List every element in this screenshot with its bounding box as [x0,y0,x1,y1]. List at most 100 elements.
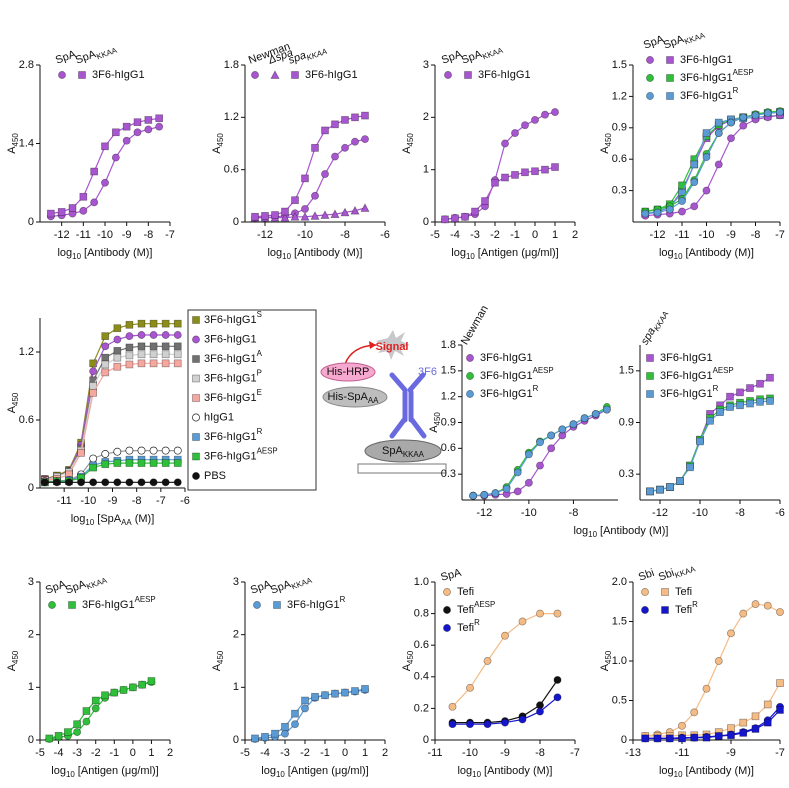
y-tick-label: 0 [233,216,239,228]
y-tick-label: 0 [28,734,34,746]
legend-header: Newman [459,303,491,347]
marker-circle [776,608,784,616]
marker-circle [448,720,457,729]
marker-square [161,459,170,467]
marker-square [726,403,734,411]
x-tick-label: -8 [735,507,745,519]
marker-square [756,379,764,388]
label-part: 3F6-hIgG1 [287,599,340,611]
x-tick-label: -10 [699,229,715,241]
label-part: 10 [588,530,597,539]
y-tick-label: 1.0 [612,655,627,667]
y-axis-label: A450 [211,133,225,154]
label-part: A [211,663,223,671]
marker-square [739,729,748,737]
marker-circle [251,71,259,79]
marker-square [351,113,359,122]
marker-square [161,319,170,328]
marker-triangle [350,205,360,215]
marker-circle [281,729,289,738]
x-tick-label: -4 [450,229,460,241]
marker-circle [40,478,49,487]
legend-label: 3F6-hIgG1AESP [480,366,554,382]
label-part: R [692,600,698,609]
marker-circle [513,487,522,496]
label-part: Tefi [675,604,692,616]
marker-circle [101,450,110,458]
marker-square [173,350,182,359]
marker-square [281,207,289,216]
marker-square [756,397,764,406]
marker-square [666,483,674,491]
marker-square [113,347,122,355]
label-part: A [428,425,440,433]
label-part: AESP [533,366,554,375]
marker-circle [133,128,142,137]
marker-circle [466,354,474,362]
x-tick-label: -9 [500,747,510,759]
label-part: [Antibody (M)] [291,247,363,259]
marker-circle [90,198,99,207]
label-part: [Antibody (M)] [682,247,754,259]
signal-label: Signal [375,341,408,353]
legend-label: 3F6-hIgG1P [204,369,262,385]
label-part: A [211,146,223,154]
y-tick-label: 0.6 [19,414,34,426]
legend-header: SpAKKAA [662,26,707,54]
marker-square [101,691,109,700]
marker-circle [361,135,369,144]
marker-square [125,360,134,369]
legend-label: 3F6-hIgG1AESP [660,366,734,382]
marker-square [714,118,723,127]
label-part: [Antibody (M)] [481,765,553,777]
y-axis-label: A450 [599,133,613,154]
legend-label: 3F6-hIgG1 [305,69,358,81]
legend-header: SpAKKAA [460,41,505,69]
label-part: A [6,663,18,671]
y-axis-label: A450 [211,650,225,671]
marker-circle [518,617,527,626]
label-part: log [261,765,276,777]
marker-square [665,734,674,743]
marker-circle [192,472,200,480]
marker-circle [513,468,522,477]
marker-square [113,353,122,362]
marker-circle [536,461,544,470]
marker-square [54,731,63,740]
legend-label: hIgG1 [204,411,234,423]
marker-circle [501,631,509,640]
marker-square [541,165,549,174]
label-part: R [474,618,480,627]
y-tick-label: 0 [621,734,627,746]
label-part: 3F6-hIgG1 [478,69,531,81]
marker-circle [518,715,527,724]
x-tick-label: -7 [775,229,785,241]
label-part: 3F6-hIgG1 [680,54,733,66]
label-part: 3F6-hIgG1 [305,69,358,81]
marker-circle [58,71,66,79]
marker-circle [89,478,98,487]
x-axis-label: log10 [Antigen (μg/ml)] [51,765,158,779]
label-part: SpA [382,445,403,457]
label-part: KKAA [652,310,670,333]
marker-circle [536,609,544,618]
legend-box [187,309,317,491]
marker-circle [690,202,699,211]
marker-circle [541,110,549,119]
label-part: 450 [11,392,20,406]
marker-square [746,399,754,408]
legend-label: 3F6-hIgG1AESP [680,68,754,84]
label-part: 3F6-hIgG1 [204,353,257,365]
marker-square [251,212,259,221]
antibody-shape [389,372,427,439]
marker-square [461,212,469,221]
marker-square [702,733,711,742]
marker-square [138,680,146,689]
legend-header: SpA [439,567,463,584]
marker-square [676,477,684,485]
label-part: AESP [257,447,278,456]
x-axis-label: log10 [Antibody (M)] [573,525,668,539]
marker-circle [173,446,182,455]
label-part: 10 [674,252,683,261]
marker-circle [173,478,182,487]
